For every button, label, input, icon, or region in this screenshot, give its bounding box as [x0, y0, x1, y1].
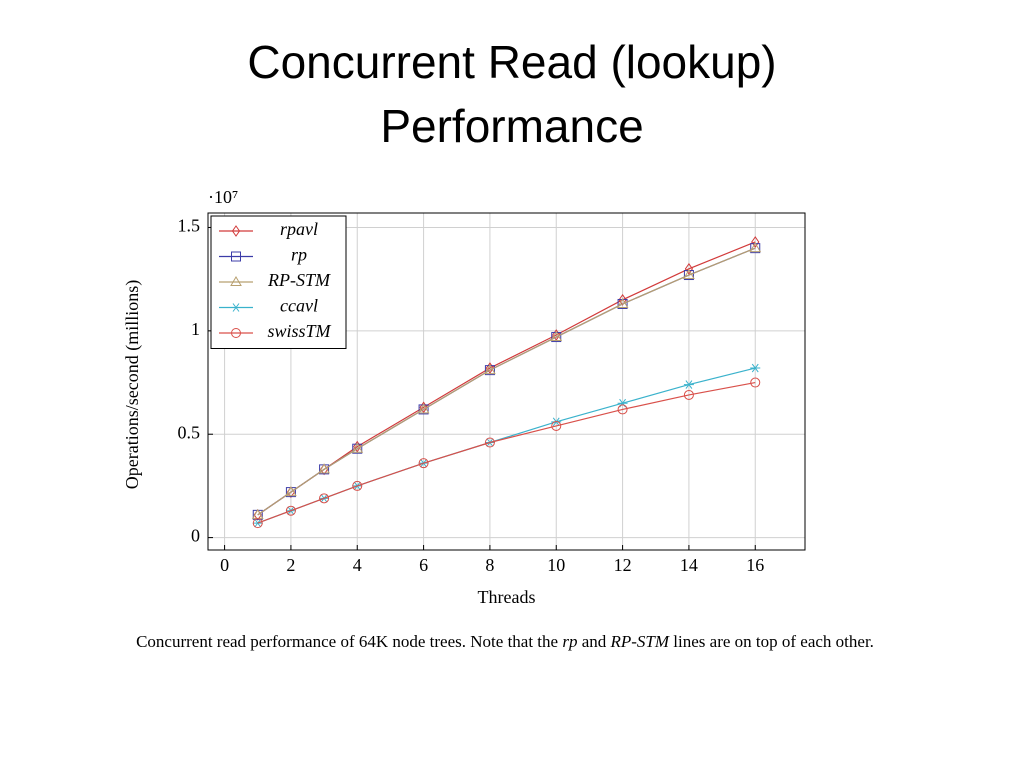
- y-axis-label: Operations/second (millions): [122, 280, 143, 489]
- marker: [318, 463, 330, 474]
- x-tick-label: 0: [220, 555, 229, 575]
- marker: [231, 303, 241, 312]
- x-tick-label: 16: [746, 555, 764, 575]
- marker: [285, 486, 297, 497]
- marker: [550, 331, 563, 342]
- caption-text: rp: [562, 632, 578, 651]
- legend-label: swissTM: [267, 321, 331, 341]
- marker: [617, 398, 628, 408]
- x-axis-label: Threads: [478, 587, 536, 607]
- marker: [319, 493, 330, 504]
- marker: [352, 480, 363, 491]
- marker: [750, 377, 761, 388]
- caption-text: Concurrent read performance of 64K node …: [136, 632, 563, 651]
- legend-label: ccavl: [280, 296, 318, 316]
- x-tick-label: 6: [419, 555, 428, 575]
- marker: [230, 276, 242, 286]
- marker: [616, 297, 629, 308]
- y-tick-label: 1.5: [178, 216, 201, 236]
- series-line: [257, 247, 756, 516]
- marker: [484, 364, 496, 375]
- marker: [683, 380, 694, 389]
- marker: [231, 328, 241, 338]
- marker: [552, 329, 561, 341]
- marker: [418, 458, 429, 469]
- marker: [618, 293, 627, 306]
- series-line: [257, 367, 756, 524]
- legend-label: rp: [291, 245, 307, 265]
- marker: [683, 389, 694, 400]
- marker: [417, 403, 430, 414]
- x-tick-label: 10: [547, 555, 565, 575]
- marker: [285, 505, 296, 516]
- marker: [749, 242, 762, 253]
- caption-text: lines are on top of each other.: [669, 632, 874, 651]
- y-tick-label: 0.5: [178, 422, 201, 442]
- marker: [751, 236, 760, 248]
- marker: [353, 440, 362, 453]
- legend-label: RP-STM: [267, 270, 331, 290]
- x-tick-label: 14: [680, 555, 698, 575]
- x-tick-label: 4: [353, 555, 362, 575]
- slide-title: Concurrent Read (lookup) Performance: [247, 36, 777, 152]
- marker: [252, 518, 263, 528]
- marker: [617, 404, 628, 415]
- marker: [231, 251, 241, 262]
- marker: [683, 269, 695, 280]
- x-tick-label: 8: [485, 555, 494, 575]
- marker: [485, 362, 495, 374]
- marker: [484, 437, 495, 448]
- caption: Concurrent read performance of 64K node …: [100, 632, 910, 652]
- marker: [419, 401, 428, 414]
- y-tick-label: 1: [191, 319, 200, 339]
- plot-frame: [207, 212, 806, 551]
- legend-label: rpavl: [280, 219, 318, 239]
- caption-text: and: [577, 632, 611, 651]
- caption-text: RP-STM: [610, 632, 670, 651]
- marker: [551, 420, 562, 431]
- x-tick-label: 2: [286, 555, 295, 575]
- marker: [684, 262, 694, 275]
- series-line: [257, 381, 756, 524]
- y-multiplier: ·10⁷: [208, 187, 238, 207]
- marker: [351, 442, 364, 453]
- marker: [750, 363, 761, 373]
- y-tick-label: 0: [191, 526, 200, 546]
- x-tick-label: 12: [614, 555, 632, 575]
- marker: [252, 518, 263, 529]
- marker: [231, 225, 241, 237]
